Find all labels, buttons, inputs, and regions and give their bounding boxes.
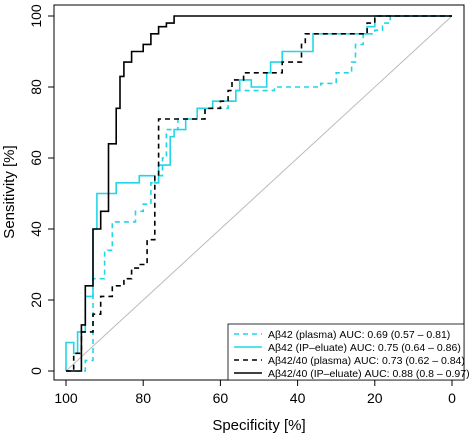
y-tick-label: 20	[28, 292, 44, 308]
x-tick-label: 80	[135, 390, 151, 406]
x-axis-label: Specificity [%]	[212, 417, 305, 434]
y-tick-label: 40	[28, 221, 44, 237]
y-tick-label: 100	[28, 4, 44, 28]
x-tick-label: 100	[54, 390, 78, 406]
x-tick-label: 60	[213, 390, 229, 406]
reference-diagonal	[65, 15, 453, 372]
legend: Aβ42 (plasma) AUC: 0.69 (0.57 – 0.81)Aβ4…	[227, 323, 470, 381]
legend-label: Aβ42/40 (IP–eluate) AUC: 0.88 (0.8 – 0.9…	[268, 368, 470, 380]
legend-label: Aβ42 (IP–eluate) AUC: 0.75 (0.64 – 0.86)	[268, 342, 461, 354]
x-axis: 100 80 60 40 20 0	[54, 379, 456, 406]
legend-label: Aβ42 (plasma) AUC: 0.69 (0.57 – 0.81)	[268, 329, 450, 341]
y-tick-label: 80	[28, 79, 44, 95]
roc-curves	[65, 15, 452, 372]
roc-curve-4	[66, 15, 452, 372]
roc-curve-3	[66, 15, 452, 372]
x-tick-label: 40	[290, 390, 306, 406]
x-tick-label: 0	[448, 390, 456, 406]
x-tick-label: 20	[367, 390, 383, 406]
y-axis: 0 20 40 60 80 100	[28, 4, 55, 375]
y-tick-label: 0	[28, 367, 44, 375]
y-tick-label: 60	[28, 150, 44, 166]
y-axis-label: Sensitivity [%]	[1, 145, 18, 238]
legend-box	[227, 323, 465, 381]
legend-label: Aβ42/40 (plasma) AUC: 0.73 (0.62 – 0.84)	[268, 355, 465, 367]
